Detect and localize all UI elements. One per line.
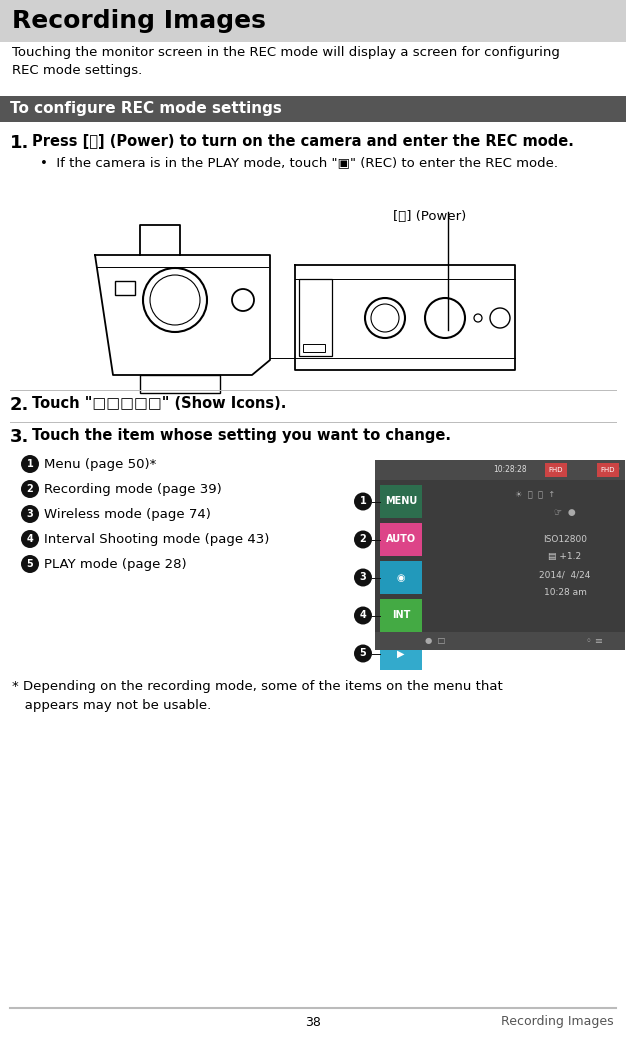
Circle shape [354, 530, 372, 548]
Text: Menu (page 50)*: Menu (page 50)* [44, 458, 156, 471]
Text: 38: 38 [305, 1015, 321, 1029]
Circle shape [21, 456, 39, 473]
Text: [⏻] (Power): [⏻] (Power) [393, 210, 466, 223]
Text: To configure REC mode settings: To configure REC mode settings [10, 102, 282, 116]
Text: Touching the monitor screen in the REC mode will display a screen for configurin: Touching the monitor screen in the REC m… [12, 46, 560, 77]
Text: 3.: 3. [10, 428, 29, 446]
Text: PLAY mode (page 28): PLAY mode (page 28) [44, 558, 187, 571]
Text: •  If the camera is in the PLAY mode, touch "▣" (REC) to enter the REC mode.: • If the camera is in the PLAY mode, tou… [40, 156, 558, 168]
Text: 4: 4 [359, 610, 366, 621]
Text: 4: 4 [27, 534, 33, 544]
Text: 1: 1 [359, 496, 366, 506]
Bar [303, 344, 325, 352]
FancyBboxPatch shape [375, 460, 625, 650]
Text: 2014/  4/24: 2014/ 4/24 [540, 570, 591, 579]
Text: ◦ ≡: ◦ ≡ [587, 636, 603, 646]
Text: ▶: ▶ [398, 649, 405, 658]
Circle shape [21, 505, 39, 523]
FancyBboxPatch shape [597, 463, 619, 477]
Text: ▤ +1.2: ▤ +1.2 [548, 552, 582, 561]
Text: Recording mode (page 39): Recording mode (page 39) [44, 483, 222, 496]
Text: Press [⏻] (Power) to turn on the camera and enter the REC mode.: Press [⏻] (Power) to turn on the camera … [32, 134, 574, 149]
Circle shape [21, 480, 39, 498]
FancyBboxPatch shape [380, 599, 422, 632]
Text: * Depending on the recording mode, some of the items on the menu that
   appears: * Depending on the recording mode, some … [12, 680, 503, 712]
FancyBboxPatch shape [380, 485, 422, 518]
Text: FHD: FHD [549, 467, 563, 473]
Text: AUTO: AUTO [386, 535, 416, 545]
Text: 2.: 2. [10, 396, 29, 414]
Text: FHD: FHD [601, 467, 615, 473]
Bar [299, 279, 332, 356]
Circle shape [354, 645, 372, 662]
FancyBboxPatch shape [545, 463, 567, 477]
Text: MENU: MENU [385, 496, 417, 506]
Text: 5: 5 [27, 560, 33, 569]
Text: Recording Images: Recording Images [12, 9, 266, 33]
Text: 10:28:28: 10:28:28 [493, 466, 527, 474]
Text: Touch "□□□□□" (Show Icons).: Touch "□□□□□" (Show Icons). [32, 396, 286, 411]
Text: 2: 2 [359, 535, 366, 545]
Text: ●  □: ● □ [425, 636, 445, 646]
Bar [140, 375, 220, 393]
Text: 2: 2 [27, 484, 33, 494]
Circle shape [354, 606, 372, 624]
FancyBboxPatch shape [375, 460, 625, 480]
Text: 1.: 1. [10, 134, 29, 152]
Text: 5: 5 [359, 649, 366, 658]
Bar [115, 281, 135, 295]
Text: ☞  ●: ☞ ● [554, 508, 576, 517]
Text: Wireless mode (page 74): Wireless mode (page 74) [44, 508, 211, 521]
Text: 10:28 am: 10:28 am [543, 588, 587, 597]
Text: ISO12800: ISO12800 [543, 535, 587, 544]
FancyBboxPatch shape [380, 636, 422, 670]
Text: 3: 3 [27, 509, 33, 519]
FancyBboxPatch shape [0, 96, 626, 122]
Text: 3: 3 [359, 572, 366, 582]
Circle shape [354, 569, 372, 587]
Text: Interval Shooting mode (page 43): Interval Shooting mode (page 43) [44, 532, 269, 546]
FancyBboxPatch shape [375, 632, 625, 650]
Text: ☀  👤  📷  ↑: ☀ 👤 📷 ↑ [515, 490, 555, 499]
Text: 1: 1 [27, 459, 33, 469]
FancyBboxPatch shape [380, 523, 422, 556]
FancyBboxPatch shape [0, 0, 626, 42]
Circle shape [21, 530, 39, 548]
Text: Touch the item whose setting you want to change.: Touch the item whose setting you want to… [32, 428, 451, 443]
FancyBboxPatch shape [380, 561, 422, 594]
Text: 100: 100 [604, 466, 620, 474]
Text: INT: INT [392, 610, 410, 621]
Text: Recording Images: Recording Images [501, 1015, 614, 1029]
Circle shape [21, 555, 39, 573]
Circle shape [354, 493, 372, 511]
Text: ◉: ◉ [397, 572, 405, 582]
